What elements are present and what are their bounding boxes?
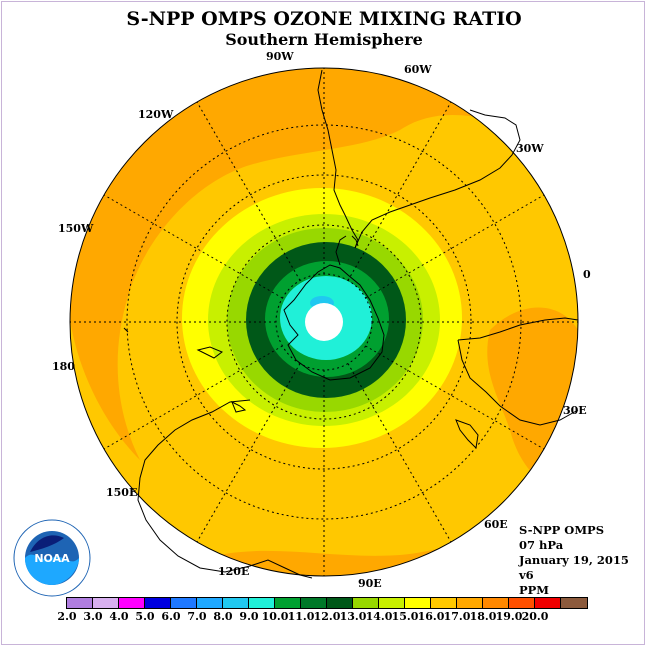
colorbar-cell [249,598,275,608]
australia-coast [137,399,313,579]
south-america-east-coast [354,109,521,249]
logo-wave [25,554,79,585]
meridian-line [365,345,545,450]
africa-south-coast [457,339,579,426]
longitude-label: 150W [58,222,94,235]
colorbar-tick-label: 14.0 [365,610,393,623]
longitude-labels: 90W 60W 30W 0 30E 60E 90E 120E 150E 180 150W 120W [52,50,591,590]
info-panel: S-NPP OMPS 07 hPa January 19, 2015 v6 PP… [519,523,629,598]
colorbar-tick-label: 13.0 [339,610,367,623]
longitude-label: 0 [583,268,591,281]
coastlines [123,69,579,579]
colorbar-cell [379,598,405,608]
longitude-label: 150E [106,486,137,499]
meridians [70,68,578,576]
info-level: 07 hPa [519,538,564,552]
map-title: S-NPP OMPS OZONE MIXING RATIO [126,8,522,30]
antarctica-coast [283,264,385,381]
colorbar-tick-label: 10.0 [261,610,289,623]
falklands [351,235,359,247]
colorbar-cell [535,598,561,608]
island [123,327,129,333]
colorbar-cell [561,598,587,608]
colorbar-cell [483,598,509,608]
info-date: January 19, 2015 [519,553,629,567]
meridian-line [103,345,283,450]
colorbar-tick-label: 17.0 [443,610,471,623]
colorbar-cell [145,598,171,608]
longitude-label: 180 [52,360,75,373]
meridian-line [365,194,545,299]
south-america-west-coast [317,69,359,249]
longitude-label: 120W [138,108,174,121]
longitude-label: 90W [266,50,294,63]
meridian-line [103,194,283,299]
latitude-circle-70 [226,224,422,420]
colorbar-tick-label: 19.0 [495,610,523,623]
colorbar-cell [405,598,431,608]
longitude-label: 120E [218,565,249,578]
latitude-circle-50 [126,124,522,520]
colorbar-cell [223,598,249,608]
colorbar-tick-label: 2.0 [57,610,77,623]
map-subtitle: Southern Hemisphere [225,30,423,49]
latitude-circle-60 [176,174,472,470]
meridian-line [347,363,452,543]
antarctic-peninsula [335,235,347,266]
colorbar-tick-label: 5.0 [135,610,155,623]
colorbar-tick-label: 8.0 [213,610,233,623]
colorbar-cell [509,598,535,608]
meridian-line [196,101,301,281]
noaa-logo: NOAA [12,518,92,598]
colorbar-cell [353,598,379,608]
meridian-line [196,363,301,543]
colorbar-tick-label: 18.0 [469,610,497,623]
colorbar-tick-label: 20.0 [521,610,549,623]
colorbar-tick-label: 16.0 [417,610,445,623]
colorbar-tick-label: 11.0 [287,610,315,623]
new-zealand-south [196,346,223,359]
colorbar-cell [431,598,457,608]
colorbar-tick-label: 6.0 [161,610,181,623]
logo-text: NOAA [34,552,70,565]
tasmania [231,400,247,413]
colorbar-ticks: 2.0 3.0 4.0 5.0 6.0 7.0 8.0 9.0 10.0 11.0 12.0 13.0… [0,610,648,624]
info-version: v6 [519,568,534,582]
graticule [70,68,578,576]
colorbar-cell [327,598,353,608]
logo-bird [30,535,64,552]
colorbar-cell [457,598,483,608]
meridian-line [347,101,452,281]
colorbar-tick-label: 12.0 [313,610,341,623]
longitude-label: 90E [358,577,382,590]
colorbar-tick-label: 4.0 [109,610,129,623]
longitude-label: 30E [563,404,587,417]
colorbar-tick-label: 9.0 [239,610,259,623]
colorbar-cell [197,598,223,608]
colorbar-cell [67,598,93,608]
colorbar [66,597,588,609]
longitude-label: 60E [484,518,508,531]
missing-data-pole [305,303,343,341]
colorbar-cell [275,598,301,608]
longitude-label: 30W [516,142,544,155]
info-instrument: S-NPP OMPS [519,523,605,537]
contour-17-18-west [70,68,520,460]
longitude-label: 60W [404,63,432,76]
colorbar-cell [171,598,197,608]
colorbar-cell [119,598,145,608]
colorbar-cell [301,598,327,608]
colorbar-tick-label: 7.0 [187,610,207,623]
colorbar-tick-label: 3.0 [83,610,103,623]
info-units: PPM [519,583,550,597]
colorbar-tick-label: 15.0 [391,610,419,623]
africa-north-coast [457,317,579,341]
colorbar-cell [93,598,119,608]
